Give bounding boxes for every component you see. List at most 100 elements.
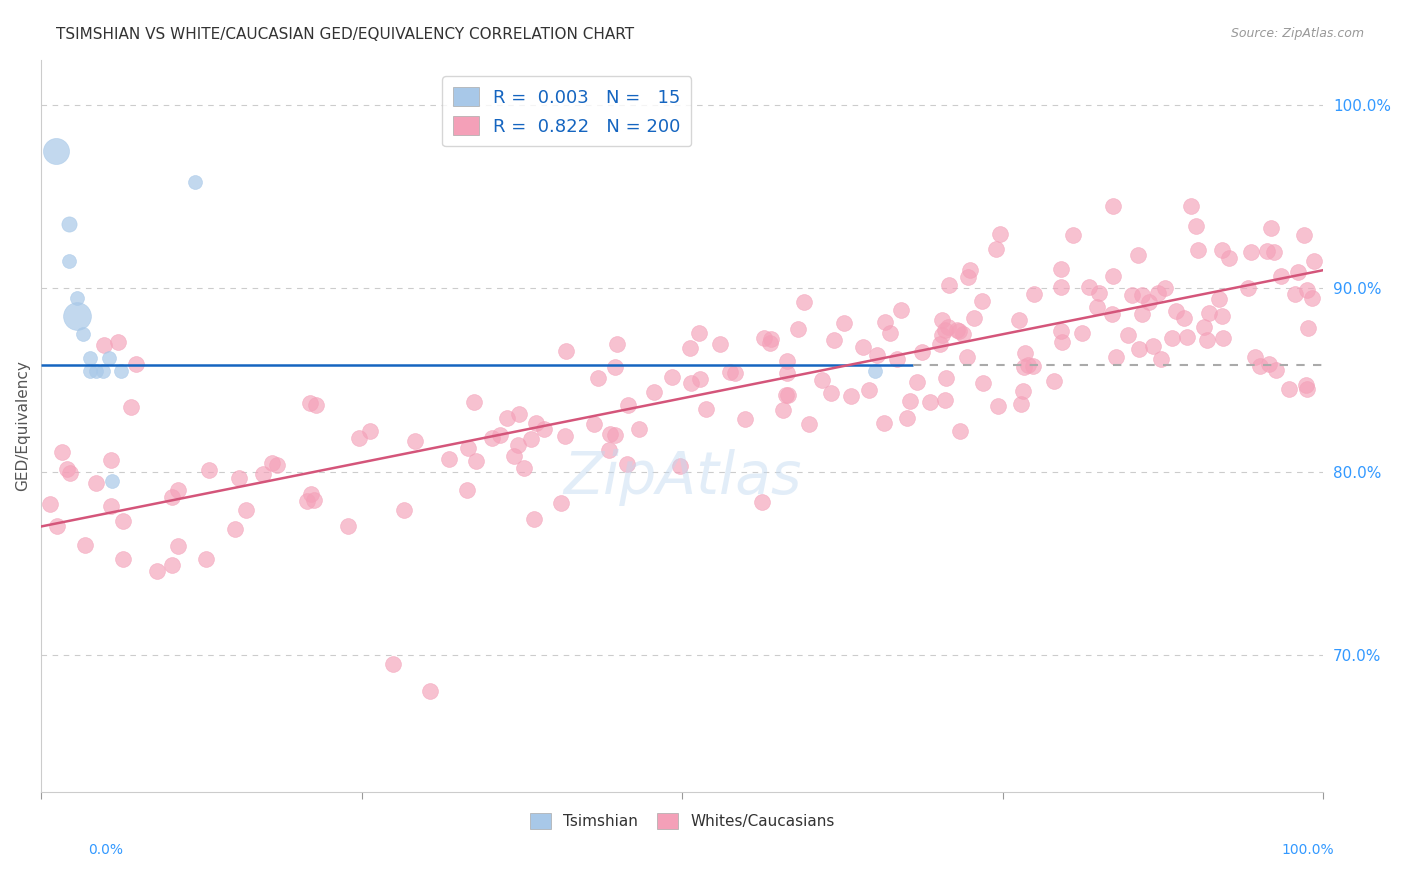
Point	[347, 431, 370, 445]
Point	[520, 432, 543, 446]
Point	[583, 417, 606, 432]
Point	[911, 344, 934, 359]
Point	[873, 416, 896, 430]
Point	[1296, 321, 1319, 335]
Point	[934, 393, 956, 408]
Point	[73, 538, 96, 552]
Point	[934, 323, 956, 337]
Point	[898, 394, 921, 409]
Point	[1021, 359, 1043, 373]
Point	[839, 388, 862, 402]
Point	[1164, 304, 1187, 318]
Point	[1011, 384, 1033, 398]
Point	[1101, 199, 1123, 213]
Point	[1062, 227, 1084, 242]
Point	[1286, 265, 1309, 279]
Point	[1194, 320, 1216, 334]
Point	[1014, 346, 1036, 360]
Point	[1101, 307, 1123, 321]
Point	[945, 323, 967, 337]
Point	[852, 340, 875, 354]
Point	[1301, 292, 1323, 306]
Point	[938, 278, 960, 293]
Point	[1128, 342, 1150, 356]
Point	[1050, 324, 1073, 338]
Point	[120, 401, 142, 415]
Point	[820, 385, 842, 400]
Point	[1101, 268, 1123, 283]
Point	[1237, 281, 1260, 295]
Point	[266, 458, 288, 472]
Point	[1085, 301, 1108, 315]
Point	[1130, 288, 1153, 302]
Point	[616, 398, 638, 412]
Point	[1010, 397, 1032, 411]
Point	[1173, 311, 1195, 326]
Point	[1256, 244, 1278, 259]
Point	[754, 330, 776, 344]
Point	[58, 254, 80, 268]
Point	[1130, 307, 1153, 321]
Point	[931, 312, 953, 326]
Point	[93, 338, 115, 352]
Point	[603, 360, 626, 375]
Point	[295, 493, 318, 508]
Point	[751, 495, 773, 509]
Point	[956, 350, 979, 364]
Point	[990, 227, 1012, 242]
Point	[125, 357, 148, 371]
Point	[299, 487, 322, 501]
Point	[1218, 251, 1240, 265]
Point	[1126, 248, 1149, 262]
Point	[419, 684, 441, 698]
Point	[100, 453, 122, 467]
Point	[359, 424, 381, 438]
Point	[45, 518, 67, 533]
Point	[1050, 262, 1073, 277]
Point	[935, 371, 957, 385]
Point	[952, 326, 974, 341]
Point	[84, 364, 107, 378]
Point	[260, 456, 283, 470]
Point	[661, 370, 683, 384]
Point	[679, 342, 702, 356]
Point	[936, 319, 959, 334]
Point	[160, 558, 183, 572]
Point	[100, 500, 122, 514]
Point	[1212, 331, 1234, 345]
Point	[98, 351, 121, 365]
Point	[1240, 244, 1263, 259]
Point	[554, 429, 576, 443]
Point	[776, 388, 799, 402]
Point	[959, 263, 981, 277]
Point	[1195, 333, 1218, 347]
Point	[957, 269, 980, 284]
Point	[759, 332, 782, 346]
Point	[72, 327, 94, 342]
Point	[1264, 363, 1286, 377]
Point	[503, 449, 526, 463]
Point	[987, 399, 1010, 413]
Text: Source: ZipAtlas.com: Source: ZipAtlas.com	[1230, 27, 1364, 40]
Point	[184, 175, 207, 189]
Point	[56, 462, 79, 476]
Point	[298, 396, 321, 410]
Point	[775, 367, 797, 381]
Point	[929, 336, 952, 351]
Point	[1198, 306, 1220, 320]
Point	[1070, 326, 1092, 341]
Point	[110, 364, 132, 378]
Point	[1017, 358, 1039, 372]
Point	[235, 503, 257, 517]
Text: TSIMSHIAN VS WHITE/CAUCASIAN GED/EQUIVALENCY CORRELATION CHART: TSIMSHIAN VS WHITE/CAUCASIAN GED/EQUIVAL…	[56, 27, 634, 42]
Point	[949, 424, 972, 438]
Point	[1154, 281, 1177, 295]
Point	[1008, 313, 1031, 327]
Point	[793, 295, 815, 310]
Point	[896, 410, 918, 425]
Point	[1014, 359, 1036, 374]
Point	[305, 397, 328, 411]
Point	[523, 512, 546, 526]
Point	[918, 395, 941, 409]
Point	[1050, 334, 1073, 349]
